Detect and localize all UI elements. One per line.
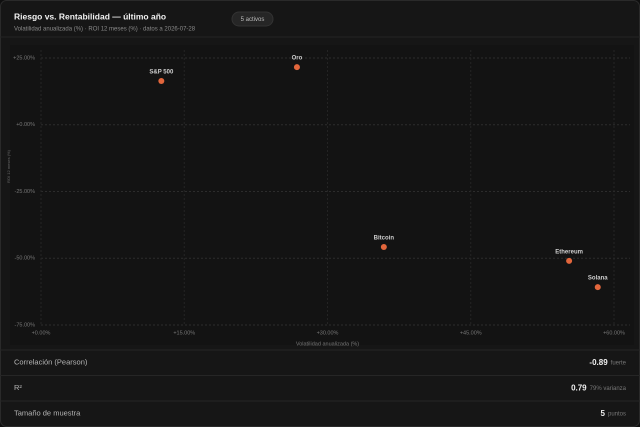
stats: Correlación (Pearson) fuerte-0.89 R² 79% va… xyxy=(0,349,640,418)
point xyxy=(380,244,387,251)
point xyxy=(293,64,300,71)
stat-note: fuerte xyxy=(611,360,627,366)
x-tick-label: +0.00% xyxy=(32,330,51,336)
y-axis-label: ROI 12 meses (%) xyxy=(6,149,11,183)
point xyxy=(158,77,165,84)
stat-label: R² xyxy=(14,383,22,392)
point-label: S&P 500 xyxy=(149,70,174,76)
point-label: Solana xyxy=(588,276,608,282)
point xyxy=(566,257,573,264)
plot-area xyxy=(10,45,634,345)
stat-label: Tamaño de muestra xyxy=(14,409,81,418)
stat-label: Correlación (Pearson) xyxy=(14,358,88,367)
y-tick-label: -75.00% xyxy=(15,322,36,328)
stat-value: 0.79 xyxy=(571,383,587,392)
x-tick-label: +60.00% xyxy=(603,330,625,336)
plot: +25.00% +0.00% -25.00% -50.00% -75.00% +0.00%… xyxy=(6,45,634,347)
stat-value: 5 xyxy=(601,409,606,418)
stat-note: 79% varianza xyxy=(590,386,627,392)
y-tick-label: -50.00% xyxy=(15,256,36,262)
point xyxy=(594,284,601,291)
badge-text: 5 activos xyxy=(241,17,265,23)
title: Riesgo vs. Rentabilidad — último año xyxy=(14,11,166,21)
stat-value: -0.89 xyxy=(589,358,608,367)
x-tick-label: +15.00% xyxy=(173,330,195,336)
point-label: Ethereum xyxy=(555,249,583,255)
y-tick-label: -25.00% xyxy=(15,189,36,195)
point-label: Oro xyxy=(292,56,303,62)
x-axis-label: Volatilidad anualizada (%) xyxy=(296,341,359,347)
y-tick-label: +0.00% xyxy=(16,122,35,128)
subtitle: Volatilidad anualizada (%) · ROI 12 mese… xyxy=(14,27,196,33)
x-tick-label: +30.00% xyxy=(317,330,339,336)
badge xyxy=(231,11,274,27)
stat-note: puntos xyxy=(608,411,626,417)
point-label: Bitcoin xyxy=(374,236,395,242)
x-tick-label: +45.00% xyxy=(460,330,482,336)
y-tick-label: +25.00% xyxy=(13,55,35,61)
